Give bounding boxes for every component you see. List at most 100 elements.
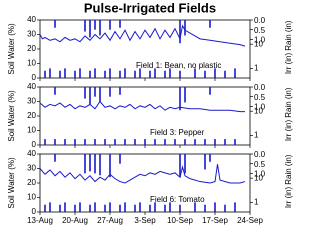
rain-bar xyxy=(184,20,186,36)
rain-bar xyxy=(54,87,56,95)
irrigation-bar xyxy=(234,139,236,145)
irrigation-bar xyxy=(49,68,51,78)
irrigation-bar xyxy=(224,70,226,78)
rain-bar xyxy=(209,87,211,95)
y2-tick-label: 0.5 xyxy=(254,160,266,169)
y2-tick-label: 0.0 xyxy=(254,83,266,92)
x-tick-label: 10-Sep xyxy=(167,216,193,225)
y-tick-label: 20 xyxy=(27,44,36,53)
irrigation-bar xyxy=(64,68,66,78)
y-tick-label: 10 xyxy=(27,193,36,202)
rain-bar xyxy=(84,87,86,99)
irrigation-bar xyxy=(109,202,111,212)
irrigation-bar xyxy=(74,204,76,212)
annotation: Field 3: Pepper xyxy=(150,128,205,137)
x-tick-label: 17-Sep xyxy=(202,216,228,225)
irrigation-bar xyxy=(164,204,166,212)
rain-bar xyxy=(184,154,186,174)
rain-bar xyxy=(109,87,111,97)
irrigation-bar xyxy=(179,204,181,212)
irrigation-bar xyxy=(144,139,146,145)
y-tick-label: 20 xyxy=(27,111,36,120)
irrigation-bar xyxy=(104,70,106,78)
rain-bar xyxy=(204,154,206,170)
irrigation-bar xyxy=(214,202,216,212)
x-tick-label: 27-Aug xyxy=(97,216,123,225)
rain-bar xyxy=(54,20,56,28)
rain-bar xyxy=(209,20,211,28)
irrigation-bar xyxy=(94,68,96,78)
irrigation-bar xyxy=(119,70,121,78)
y-tick-label: 30 xyxy=(27,164,36,173)
irrigation-bar xyxy=(169,202,171,212)
irrigation-bar xyxy=(139,68,141,78)
rain-bar xyxy=(54,154,56,162)
x-tick-label: 13-Aug xyxy=(27,216,53,225)
soil-water-line xyxy=(39,164,246,184)
y2-tick-label: 0.0 xyxy=(254,150,266,159)
irrigation-bar xyxy=(149,204,151,212)
x-tick-label: 3-Sep xyxy=(134,216,156,225)
irrigation-bar xyxy=(49,202,51,212)
y2-tick-label: 1.0 xyxy=(254,169,266,178)
irrigation-bar xyxy=(179,70,181,78)
irrigation-bar xyxy=(149,70,151,78)
annotation: Field 6: Tomato xyxy=(150,195,205,204)
irrigation-bar xyxy=(119,204,121,212)
rain-bar xyxy=(84,20,86,32)
y-tick-label: 0 xyxy=(32,140,37,149)
y-axis-label: Soil Water (%) xyxy=(7,157,16,209)
y2-axis-label: Rain (in) xyxy=(284,87,293,118)
y2-tick-label: 1.0 xyxy=(254,102,266,111)
irrigation-bar xyxy=(74,139,76,145)
y-tick-label: 30 xyxy=(27,97,36,106)
plot-frame xyxy=(39,153,251,213)
y-tick-label: 10 xyxy=(27,59,36,68)
rain-bar xyxy=(89,154,91,172)
y2-tick-label: 0.5 xyxy=(254,93,266,102)
rain-bar xyxy=(209,154,211,162)
irrigation-bar xyxy=(79,68,81,78)
y3-tick-label: 10 xyxy=(254,106,263,115)
irrigation-bar xyxy=(44,70,46,78)
y-tick-label: 0 xyxy=(32,207,37,216)
irrigation-bar xyxy=(59,70,61,78)
y-axis-label: Soil Water (%) xyxy=(7,23,16,75)
rain-bar xyxy=(184,87,186,103)
soil-water-line xyxy=(39,100,245,113)
irrigation-bar xyxy=(224,204,226,212)
irrigation-bar xyxy=(154,202,156,212)
irrigation-bar xyxy=(194,68,196,78)
irrigation-bar xyxy=(54,139,56,145)
y2-axis-label: Rain (in) xyxy=(284,20,293,51)
irrigation-bar xyxy=(204,70,206,78)
y-tick-label: 40 xyxy=(27,82,36,91)
y-tick-label: 40 xyxy=(27,149,36,158)
irrigation-bar xyxy=(224,139,226,145)
irrigation-bar xyxy=(79,202,81,212)
plot-frame xyxy=(39,86,251,146)
irrigation-bar xyxy=(194,202,196,212)
irrigation-bar xyxy=(74,70,76,78)
irrigation-bar xyxy=(64,202,66,212)
irrigation-bar xyxy=(84,139,86,145)
chart-title: Pulse-Irrigated Fields xyxy=(84,0,216,15)
irrigation-bar xyxy=(214,68,216,78)
x-tick-label: 24-Sep xyxy=(237,216,263,225)
irrigation-bar xyxy=(169,68,171,78)
irrigation-bar xyxy=(134,139,136,145)
rain-bar xyxy=(109,20,111,30)
irrigation-bar xyxy=(104,204,106,212)
y-tick-label: 30 xyxy=(27,30,36,39)
y2-tick-label: 1.0 xyxy=(254,35,266,44)
x-tick-label: 20-Aug xyxy=(62,216,88,225)
rain-bar xyxy=(119,154,121,164)
rain-bar xyxy=(94,154,96,174)
rain-bar xyxy=(99,87,101,103)
irrigation-bar xyxy=(64,139,66,145)
y3-axis-label: Irr (in) xyxy=(284,53,293,75)
y2-tick-label: 0.0 xyxy=(254,16,266,25)
irrigation-bar xyxy=(204,204,206,212)
irrigation-bar xyxy=(124,202,126,212)
